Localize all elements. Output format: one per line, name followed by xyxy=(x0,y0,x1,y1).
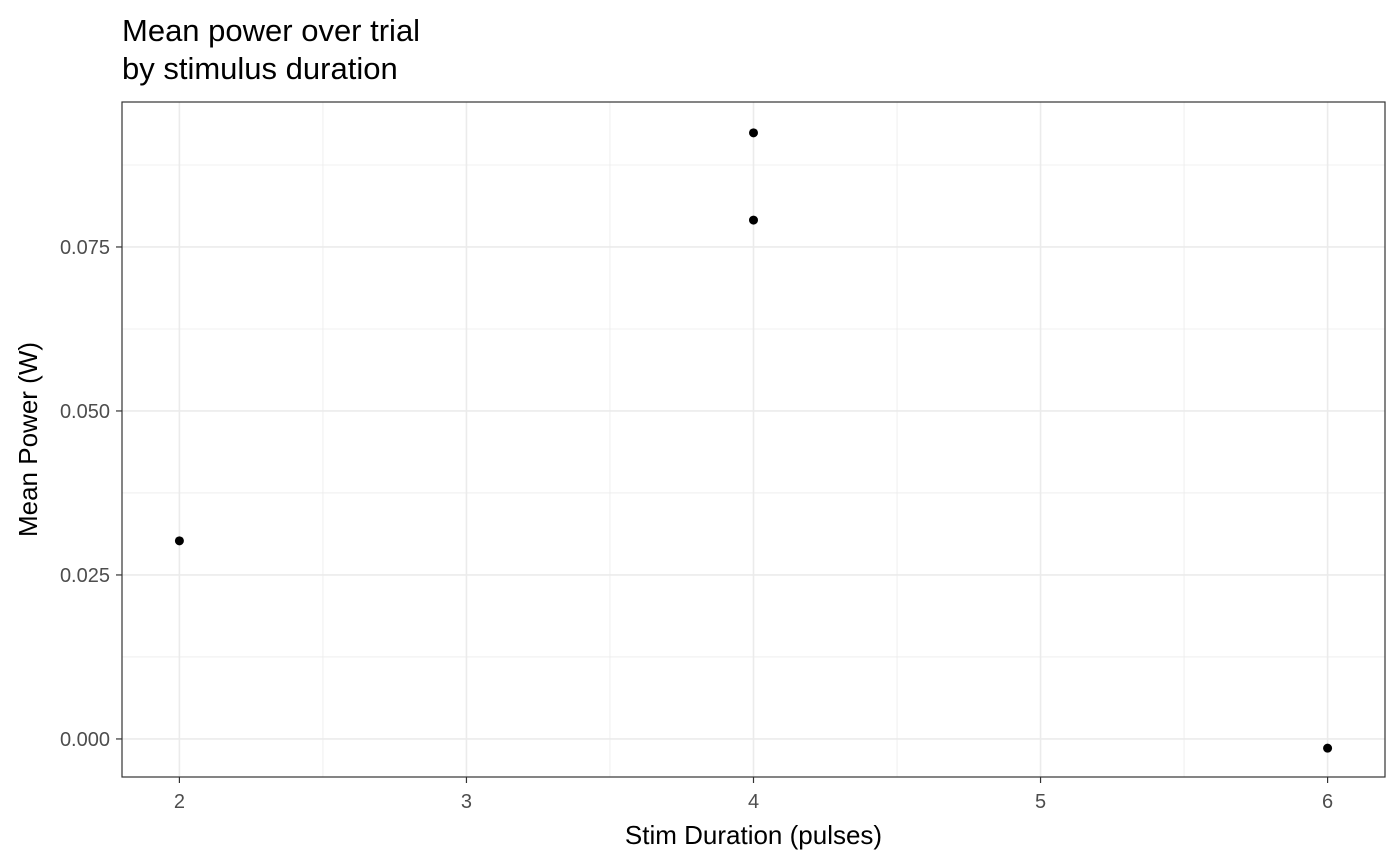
y-axis-title: Mean Power (W) xyxy=(13,342,43,537)
data-point xyxy=(749,215,758,225)
grid-lines xyxy=(122,102,1385,777)
axis-ticks: 2 3 4 5 6 0.000 0.025 0.050 0.075 xyxy=(60,237,1333,813)
x-tick-label: 2 xyxy=(174,791,185,813)
y-tick-label: 0.050 xyxy=(60,401,110,423)
data-points xyxy=(174,128,1333,753)
data-point xyxy=(1323,743,1333,753)
x-tick-label: 3 xyxy=(461,791,472,813)
data-point xyxy=(749,128,758,138)
chart-title-line-2: by stimulus duration xyxy=(122,51,398,86)
y-tick-label: 0.075 xyxy=(60,237,110,259)
x-tick-label: 5 xyxy=(1035,791,1046,813)
x-tick-label: 4 xyxy=(748,791,759,813)
chart-title-line-1: Mean power over trial xyxy=(122,13,420,48)
y-tick-label: 0.000 xyxy=(60,729,110,751)
chart-title: Mean power over trial by stimulus durati… xyxy=(122,13,420,86)
y-tick-label: 0.025 xyxy=(60,565,110,587)
data-point xyxy=(174,536,184,546)
x-axis-title: Stim Duration (pulses) xyxy=(625,820,882,850)
x-tick-label: 6 xyxy=(1322,791,1333,813)
